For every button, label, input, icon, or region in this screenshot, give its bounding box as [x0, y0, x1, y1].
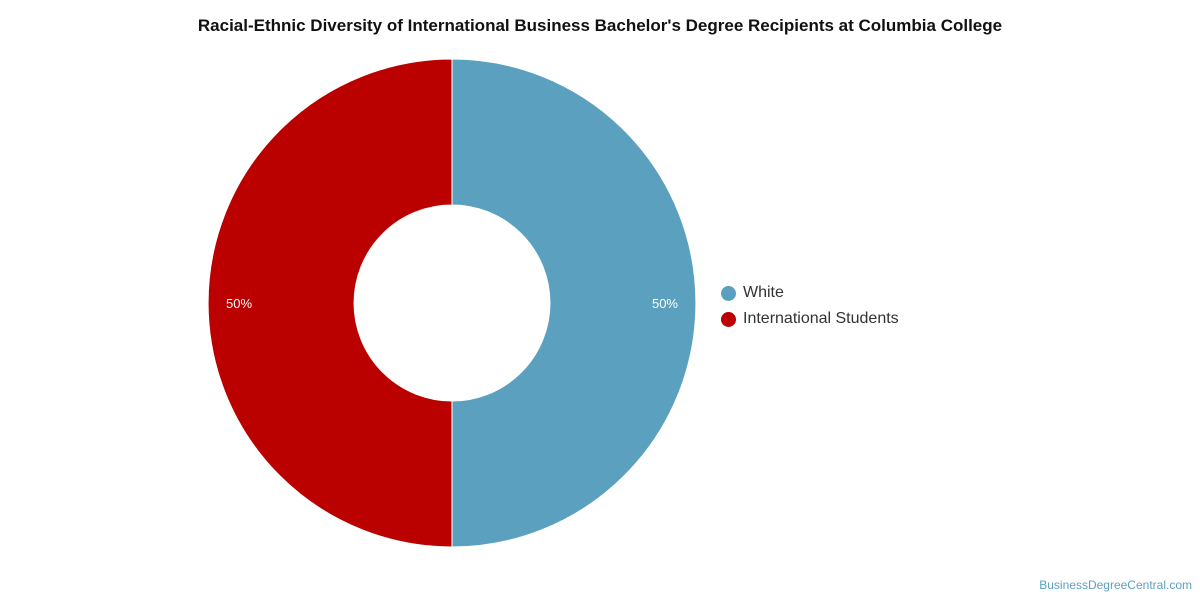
data-label-international-students: 50% [226, 296, 252, 311]
slice-white[interactable] [451, 58, 697, 548]
legend-label-white: White [743, 284, 784, 301]
legend-item-international-students[interactable]: International Students [721, 306, 899, 332]
legend-label-international-students: International Students [743, 310, 899, 327]
legend-swatch-white [721, 285, 736, 301]
slice-international-students[interactable] [207, 58, 453, 548]
legend-item-white[interactable]: White [721, 280, 899, 306]
data-label-white: 50% [652, 296, 678, 311]
chart-title: Racial-Ethnic Diversity of International… [197, 16, 1003, 35]
source-credit[interactable]: BusinessDegreeCentral.com [1039, 578, 1192, 592]
legend-swatch-international-students [721, 311, 736, 327]
legend: White International Students [721, 280, 899, 332]
